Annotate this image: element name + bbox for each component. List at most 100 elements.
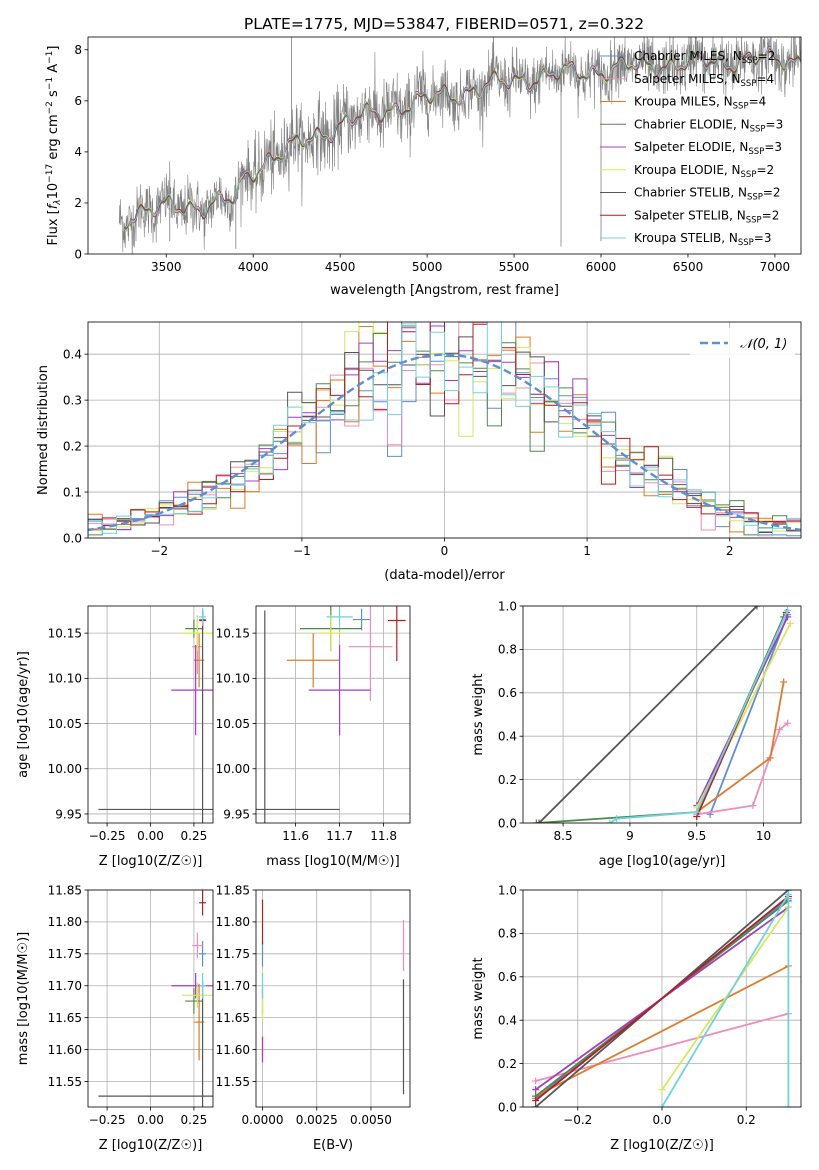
legend-suffix: =2 (758, 49, 776, 63)
y-tick-label: 9.95 (223, 807, 250, 821)
x-tick-label: 1 (583, 544, 591, 558)
y-tick-label: 0.8 (498, 643, 517, 657)
residuals-legend-bg (690, 328, 795, 358)
weight-marker (784, 1103, 792, 1107)
y-tick-label: 0.0 (63, 531, 82, 545)
spectrum-axes: 3500 4000 4500 5000 5500 6000 6500 7000 0 2 4 6 8 (74, 43, 790, 274)
age_vs_mass-axes: 11.6 11.7 11.8 9.95 10.00 10.05 10.10 10.15 (216, 606, 410, 843)
legend-label: Kroupa ELODIE, NSSP=2 (634, 163, 774, 180)
weight-marker (532, 1086, 540, 1094)
mass_weight_vs_Z-data (532, 890, 792, 1107)
legend-sub: SSP (733, 102, 749, 112)
x-tick-label: 0.25 (181, 1113, 208, 1127)
weight-line-salpeter_miles (696, 722, 789, 816)
y-tick-label: 0.4 (498, 730, 517, 744)
legend-sub: SSP (747, 193, 763, 203)
y-tick-label: 0.4 (498, 1014, 517, 1028)
x-tick-label: −0.2 (563, 1113, 592, 1127)
x-tick-label: 8.5 (554, 829, 573, 843)
y-tick-label: 11.85 (216, 883, 250, 897)
x-tick-label: 6000 (586, 260, 617, 274)
x-tick-label: 10 (756, 829, 771, 843)
legend-suffix: =3 (754, 231, 772, 245)
weight-marker (532, 1077, 540, 1085)
legend-label: Salpeter MILES, NSSP=4 (634, 72, 774, 89)
x-tick-label: 9.5 (687, 829, 706, 843)
weight-marker (658, 1103, 666, 1107)
x-tick-label: 7000 (760, 260, 791, 274)
x-tick-label: 0.00 (137, 1113, 164, 1127)
x-tick-label: 0.00 (137, 829, 164, 843)
weight-marker (749, 802, 757, 810)
x-tick-label: 0.25 (181, 829, 208, 843)
mass_weight_vs_age-ylabel: mass weight (471, 673, 486, 755)
y-tick-label: 0.8 (498, 927, 517, 941)
legend-label: Salpeter STELIB, NSSP=2 (634, 208, 779, 225)
y-tick-label: 0.2 (63, 439, 82, 453)
y-tick-label: 0.6 (498, 686, 517, 700)
x-tick-label: −1 (293, 544, 311, 558)
y-tick-label: 10.00 (216, 762, 250, 776)
legend-sub: SSP (750, 124, 766, 134)
age_vs_Z-data (98, 607, 213, 823)
weight-line-salpeter_stelib (535, 895, 789, 1102)
y-tick-label: 1.0 (498, 883, 517, 897)
x-tick-label: 0.0050 (350, 1113, 392, 1127)
weight-marker (766, 754, 774, 762)
legend-sub: SSP (742, 56, 758, 66)
age_vs_Z-ylabel: age [log10(age/yr)] (16, 651, 31, 778)
x-tick-label: 11.6 (282, 829, 309, 843)
x-tick-label: 6500 (673, 260, 704, 274)
legend-label: Salpeter ELODIE, NSSP=3 (634, 140, 782, 157)
weight-line-kroupa_miles (696, 681, 785, 813)
mass_vs_Z-ylabel: mass [log10(M/M☉)] (16, 932, 31, 1065)
weight-marker (606, 819, 614, 823)
mass_weight_vs_age-axes: 8.5 9 9.5 10 0.0 0.2 0.4 0.6 0.8 1.0 (498, 599, 801, 843)
weight-marker (784, 606, 792, 614)
x-tick-label: 0.0000 (242, 1113, 284, 1127)
weight-marker (532, 1103, 540, 1107)
age_vs_Z-xlabel: Z [log10(Z/Z☉)] (99, 854, 203, 869)
legend-label: Chabrier MILES, NSSP=2 (634, 49, 775, 66)
weight-marker (784, 719, 792, 727)
x-tick-label: 0.0 (652, 1113, 671, 1127)
x-tick-label: −0.25 (89, 1113, 126, 1127)
y-tick-label: 8 (74, 43, 82, 57)
y-tick-label: 0.2 (498, 1057, 517, 1071)
y-tick-label: 10.05 (48, 717, 82, 731)
y-tick-label: 2 (74, 196, 82, 210)
mass_weight_vs_Z-xlabel: Z [log10(Z/Z☉)] (610, 1138, 714, 1153)
legend-suffix: =2 (756, 163, 774, 177)
y-tick-label: 10.10 (48, 672, 82, 686)
hist-kroupa_stelib (88, 322, 801, 537)
mass_weight_vs_Z-frame (522, 889, 802, 1108)
weight-line-kroupa_elodie (661, 906, 790, 1091)
spectrum-legend: Chabrier MILES, NSSP=2 Salpeter MILES, NS… (600, 49, 783, 248)
weight-marker (532, 1096, 540, 1104)
mass_weight_vs_age-data (532, 606, 794, 823)
weight-line-chabrier_miles (709, 614, 789, 815)
x-tick-label: 4500 (325, 260, 356, 274)
spectrum-xlabel: wavelength [Angstrom, rest frame] (330, 283, 559, 298)
weight-marker (532, 819, 540, 823)
y-tick-label: 0.3 (63, 393, 82, 407)
x-tick-label: 2 (726, 544, 734, 558)
mass_vs_Z-xlabel: Z [log10(Z/Z☉)] (99, 1138, 203, 1153)
legend-suffix: =2 (763, 186, 781, 200)
age_vs_mass-data (256, 606, 406, 823)
y-tick-label: 10.05 (216, 717, 250, 731)
y-tick-label: 0 (74, 247, 82, 261)
age_vs_Z-axes: −0.25 0.00 0.25 9.95 10.00 10.05 10.10 10.15 (48, 606, 213, 843)
age_vs_Z-frame (87, 605, 214, 824)
weight-marker (535, 819, 543, 823)
x-tick-label: 11.7 (326, 829, 353, 843)
legend-label: Kroupa STELIB, NSSP=3 (634, 231, 772, 248)
spectrum-frame (87, 36, 802, 255)
spectrum-ylabel: Flux [fλ10−17 erg cm−2 s−1 A−1] (45, 46, 63, 246)
x-tick-label: 3500 (151, 260, 182, 274)
y-tick-label: 11.65 (216, 1011, 250, 1025)
weight-marker (780, 678, 788, 686)
mass_vs_Z-frame (87, 889, 214, 1108)
y-tick-label: 0.0 (498, 1100, 517, 1114)
